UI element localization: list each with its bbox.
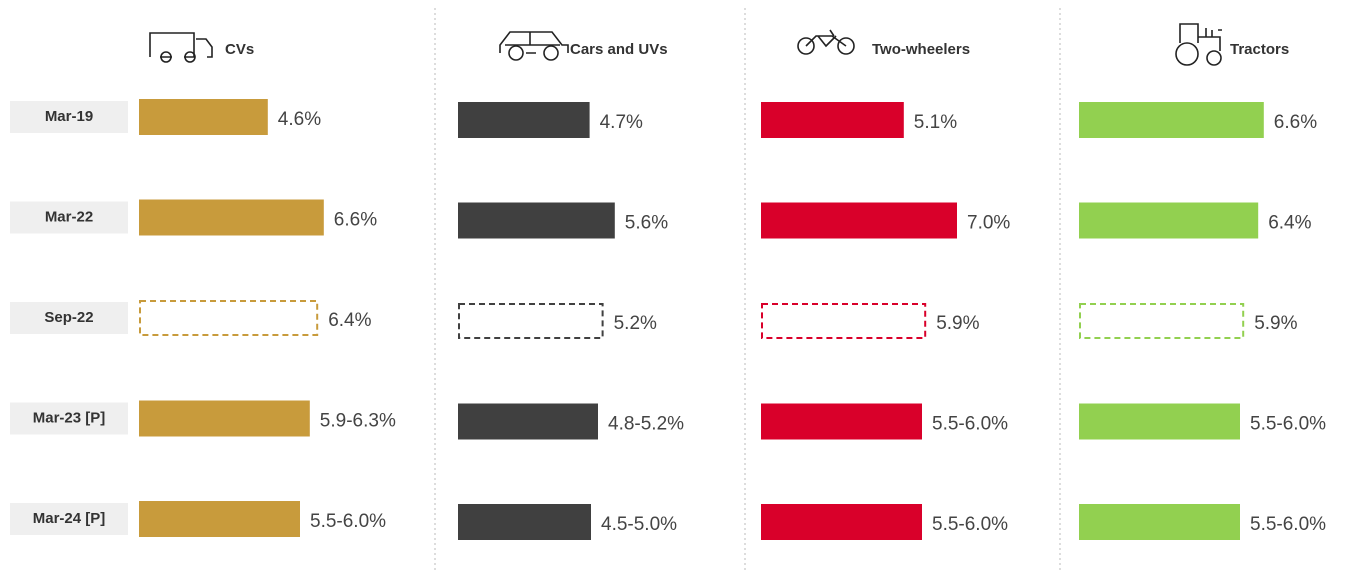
bar (1079, 303, 1245, 339)
chart-title: Two-wheelers (872, 41, 970, 58)
truck-icon (149, 32, 213, 63)
bar (1079, 102, 1264, 138)
chart-title: Tractors (1230, 41, 1289, 58)
value-label: 5.6% (625, 213, 668, 234)
value-label: 4.6% (278, 109, 321, 130)
category-label: Mar-23 [P] (33, 409, 106, 426)
value-label: 5.1% (914, 112, 957, 133)
value-label: 5.9-6.3% (320, 411, 396, 432)
category-label: Mar-22 (45, 208, 93, 225)
bar (139, 99, 268, 135)
value-label: 4.7% (600, 112, 643, 133)
bar (761, 102, 904, 138)
car-icon (499, 31, 569, 61)
value-label: 6.6% (1274, 112, 1317, 133)
value-label: 4.5-5.0% (601, 514, 677, 535)
category-label: Mar-19 (45, 108, 93, 125)
chart-title: CVs (225, 41, 254, 58)
value-label: 4.8-5.2% (608, 414, 684, 435)
bar (139, 300, 319, 336)
bar (458, 504, 591, 540)
value-label: 5.5-6.0% (1250, 414, 1326, 435)
category-box (10, 201, 128, 234)
value-label: 5.5-6.0% (932, 514, 1008, 535)
bike-icon (797, 29, 855, 55)
bar (139, 199, 324, 236)
bar (139, 400, 310, 437)
category-label: Sep-22 (44, 309, 93, 326)
value-label: 5.5-6.0% (1250, 514, 1326, 535)
value-label: 5.9% (1254, 313, 1297, 334)
category-label: Mar-24 [P] (33, 510, 106, 527)
value-label: 6.4% (1268, 213, 1311, 234)
value-label: 7.0% (967, 213, 1010, 234)
value-label: 6.6% (334, 210, 377, 231)
value-label: 5.5-6.0% (932, 414, 1008, 435)
tractor-icon (1175, 23, 1222, 66)
bar (458, 403, 598, 440)
bar (458, 303, 604, 339)
bar (139, 501, 300, 537)
bar (761, 303, 927, 339)
bar (458, 102, 590, 138)
bar (1079, 202, 1259, 239)
value-label: 5.9% (936, 313, 979, 334)
value-label: 5.5-6.0% (310, 511, 386, 532)
bar (1079, 504, 1240, 540)
bar (761, 504, 922, 540)
value-label: 6.4% (328, 310, 371, 331)
chart-title: Cars and UVs (570, 41, 668, 58)
category-box (10, 503, 128, 535)
bar (458, 202, 615, 239)
category-box (10, 101, 128, 133)
category-box (10, 302, 128, 334)
bar (1079, 403, 1240, 440)
category-box (10, 402, 128, 435)
value-label: 5.2% (614, 313, 657, 334)
separators (434, 8, 1061, 570)
bar (761, 202, 957, 239)
bar (761, 403, 922, 440)
